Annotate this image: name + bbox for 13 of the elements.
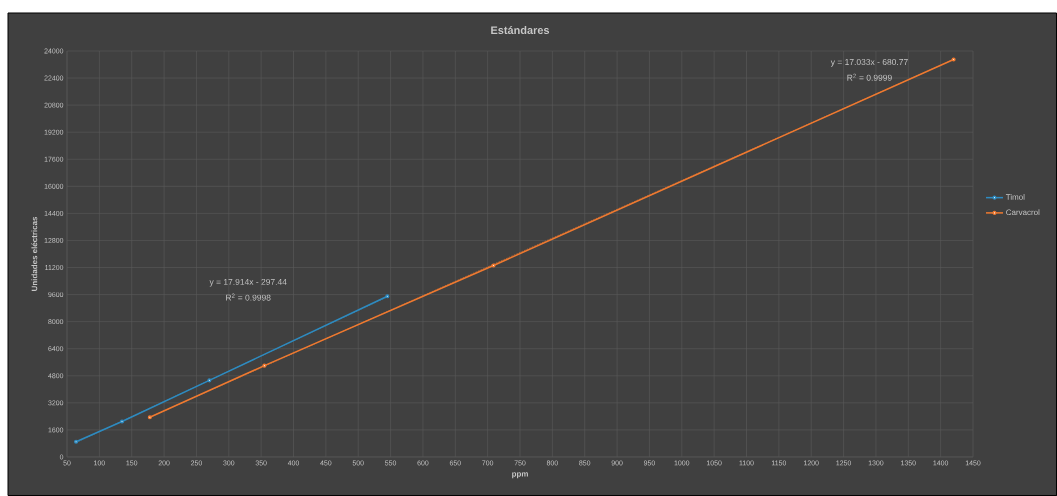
point [491,263,496,268]
point [951,57,956,62]
point [385,294,390,299]
point [207,378,212,383]
annotation: y = 17.914x - 297.44 [209,278,287,287]
chart-title: Estándares [491,25,550,35]
annotation: y = 17.033x - 680.77 [830,59,908,67]
point [262,363,267,368]
annotation: R$^{2}$ = 0.9999 [847,73,892,81]
point [119,419,125,424]
point [147,415,152,420]
point [74,439,79,444]
annotation: R$^{2}$ = 0.9998 [226,293,271,301]
